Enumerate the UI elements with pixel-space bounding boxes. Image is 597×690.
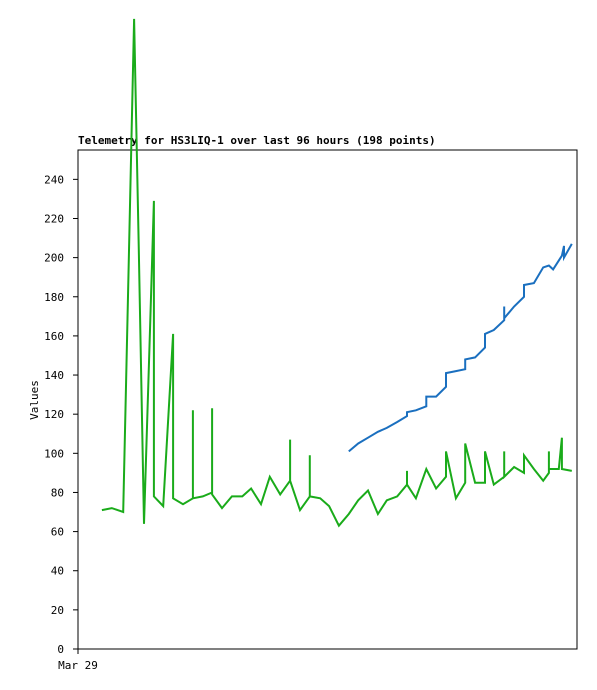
y-tick-label: 200	[44, 252, 64, 265]
y-tick-label: 120	[44, 408, 64, 421]
series-line	[101, 18, 572, 528]
y-tick-label: 140	[44, 369, 64, 382]
y-tick-label: 0	[57, 643, 64, 656]
y-axis-label: Values	[28, 380, 41, 420]
y-tick-label: 80	[51, 486, 64, 499]
y-tick-label: 160	[44, 330, 64, 343]
y-tick-label: 60	[51, 526, 64, 539]
chart-title: Telemetry for HS3LIQ-1 over last 96 hour…	[78, 134, 436, 147]
series-line	[348, 243, 573, 453]
x-tick-label: Mar 29	[58, 659, 98, 672]
plot-frame	[77, 149, 578, 650]
y-tick-label: 220	[44, 212, 64, 225]
y-tick-label: 20	[51, 604, 64, 617]
y-tick-label: 180	[44, 291, 64, 304]
y-tick-label: 240	[44, 173, 64, 186]
y-tick-label: 40	[51, 565, 64, 578]
y-tick-label: 100	[44, 447, 64, 460]
